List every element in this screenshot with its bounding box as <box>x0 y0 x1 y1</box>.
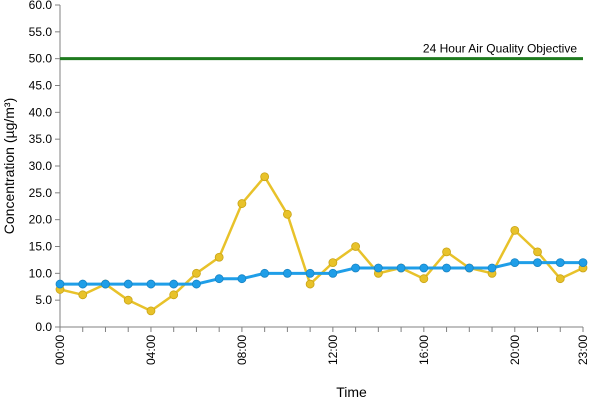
y-axis-title: Concentration (µg/m³) <box>1 98 17 234</box>
series-2 <box>55 258 588 289</box>
series-1-point <box>214 252 224 262</box>
series-1-point <box>237 199 247 208</box>
series-1-point <box>305 279 315 289</box>
y-tick-label: 30.0 <box>29 159 53 173</box>
x-axis-title: Time <box>336 384 367 400</box>
series-1-line <box>59 175 584 313</box>
series-2-point <box>101 279 110 289</box>
series-1 <box>55 172 588 316</box>
series-layer <box>55 172 588 316</box>
y-tick-label: 40.0 <box>29 105 53 119</box>
series-1-point <box>442 247 451 257</box>
series-2-point <box>351 263 361 273</box>
series-1-point <box>78 290 88 300</box>
series-1-point <box>555 274 565 284</box>
series-2-point <box>192 279 201 289</box>
y-tick-label: 15.0 <box>29 240 53 254</box>
series-2-point <box>464 263 474 273</box>
y-tick-label: 60.0 <box>29 0 53 12</box>
y-axis-ticks: 0.0 5.0 10.0 15.0 20.0 25.0 30.0 35.0 40.0 45.0 50… <box>29 0 60 334</box>
series-2-point <box>146 279 156 289</box>
series-1-point <box>533 247 542 257</box>
series-1-point <box>282 209 292 219</box>
x-tick-label: 00:00 <box>53 335 67 365</box>
series-2-point <box>396 263 406 273</box>
series-2-point <box>78 279 88 289</box>
series-2-point <box>555 258 565 268</box>
series-1-point <box>351 242 361 251</box>
series-2-point <box>442 263 451 273</box>
y-tick-label: 55.0 <box>29 25 53 39</box>
x-tick-label: 23:00 <box>576 335 590 365</box>
series-1-point <box>192 268 201 278</box>
x-tick-label: 08:00 <box>235 335 249 365</box>
series-2-point <box>123 279 133 289</box>
series-1-point <box>510 225 520 235</box>
series-2-point <box>282 268 292 278</box>
series-2-point <box>237 274 247 284</box>
reference-line-label: 24 Hour Air Quality Objective <box>423 42 577 56</box>
series-2-line <box>60 261 583 286</box>
series-2-point <box>328 268 338 278</box>
y-tick-label: 50.0 <box>29 52 53 66</box>
series-2-point <box>55 279 65 289</box>
series-2-point <box>578 258 588 268</box>
series-1-point <box>123 295 133 305</box>
x-tick-label: 20:00 <box>508 335 522 365</box>
x-axis-ticks: 00:00 04:00 08:00 12:00 16:00 20:00 23:00 <box>53 327 590 365</box>
x-tick-label: 04:00 <box>144 335 158 365</box>
series-1-point <box>146 306 156 316</box>
series-2-point <box>419 263 429 273</box>
series-1-point <box>419 274 429 284</box>
y-tick-label: 10.0 <box>29 266 53 280</box>
x-tick-label: 12:00 <box>326 335 340 365</box>
series-2-point <box>260 268 270 278</box>
series-2-point <box>373 263 383 273</box>
series-1-point <box>260 172 270 182</box>
series-2-point <box>487 263 497 273</box>
series-1-point <box>328 258 338 268</box>
series-2-point <box>510 258 520 268</box>
series-2-point <box>305 268 315 278</box>
y-tick-label: 0.0 <box>35 320 52 334</box>
y-tick-label: 5.0 <box>35 293 52 307</box>
series-1-point <box>169 290 179 300</box>
y-tick-label: 25.0 <box>29 186 53 200</box>
y-tick-label: 35.0 <box>29 132 53 146</box>
series-2-point <box>214 274 224 284</box>
x-tick-label: 16:00 <box>417 335 431 365</box>
series-2-point <box>169 279 179 289</box>
series-2-point <box>533 258 542 268</box>
y-tick-label: 45.0 <box>29 79 53 93</box>
y-tick-label: 20.0 <box>29 213 53 227</box>
